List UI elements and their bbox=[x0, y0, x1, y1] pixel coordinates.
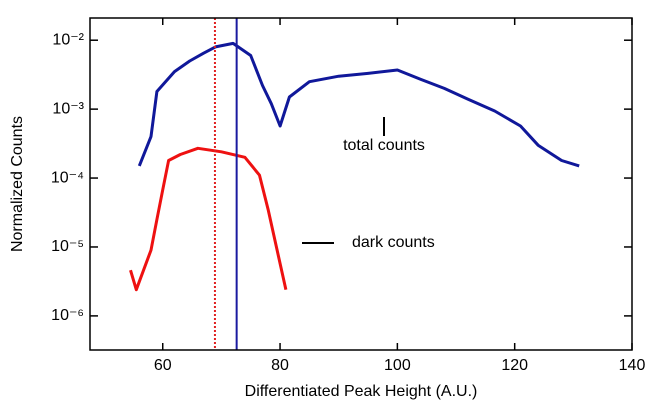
data-line bbox=[129, 146, 288, 292]
plot-frame bbox=[89, 17, 633, 351]
x-tick-label: 140 bbox=[619, 357, 646, 374]
x-tick-label: 60 bbox=[154, 357, 172, 374]
annotation: dark counts bbox=[352, 234, 435, 251]
y-tick-label: 10⁻⁶ bbox=[51, 307, 84, 324]
x-axis-label: Differentiated Peak Height (A.U.) bbox=[245, 383, 478, 400]
y-tick-label: 10⁻⁴ bbox=[51, 169, 84, 186]
y-tick-label: 10⁻³ bbox=[52, 100, 84, 117]
y-axis-label: Normalized Counts bbox=[9, 116, 26, 252]
x-tick-label: 100 bbox=[384, 357, 411, 374]
data-line bbox=[137, 41, 580, 168]
x-tick-label: 80 bbox=[271, 357, 289, 374]
y-tick-label: 10⁻⁵ bbox=[51, 238, 84, 255]
annotation: total counts bbox=[343, 137, 425, 154]
x-tick-label: 120 bbox=[501, 357, 528, 374]
y-tick-label: 10⁻² bbox=[52, 31, 84, 48]
